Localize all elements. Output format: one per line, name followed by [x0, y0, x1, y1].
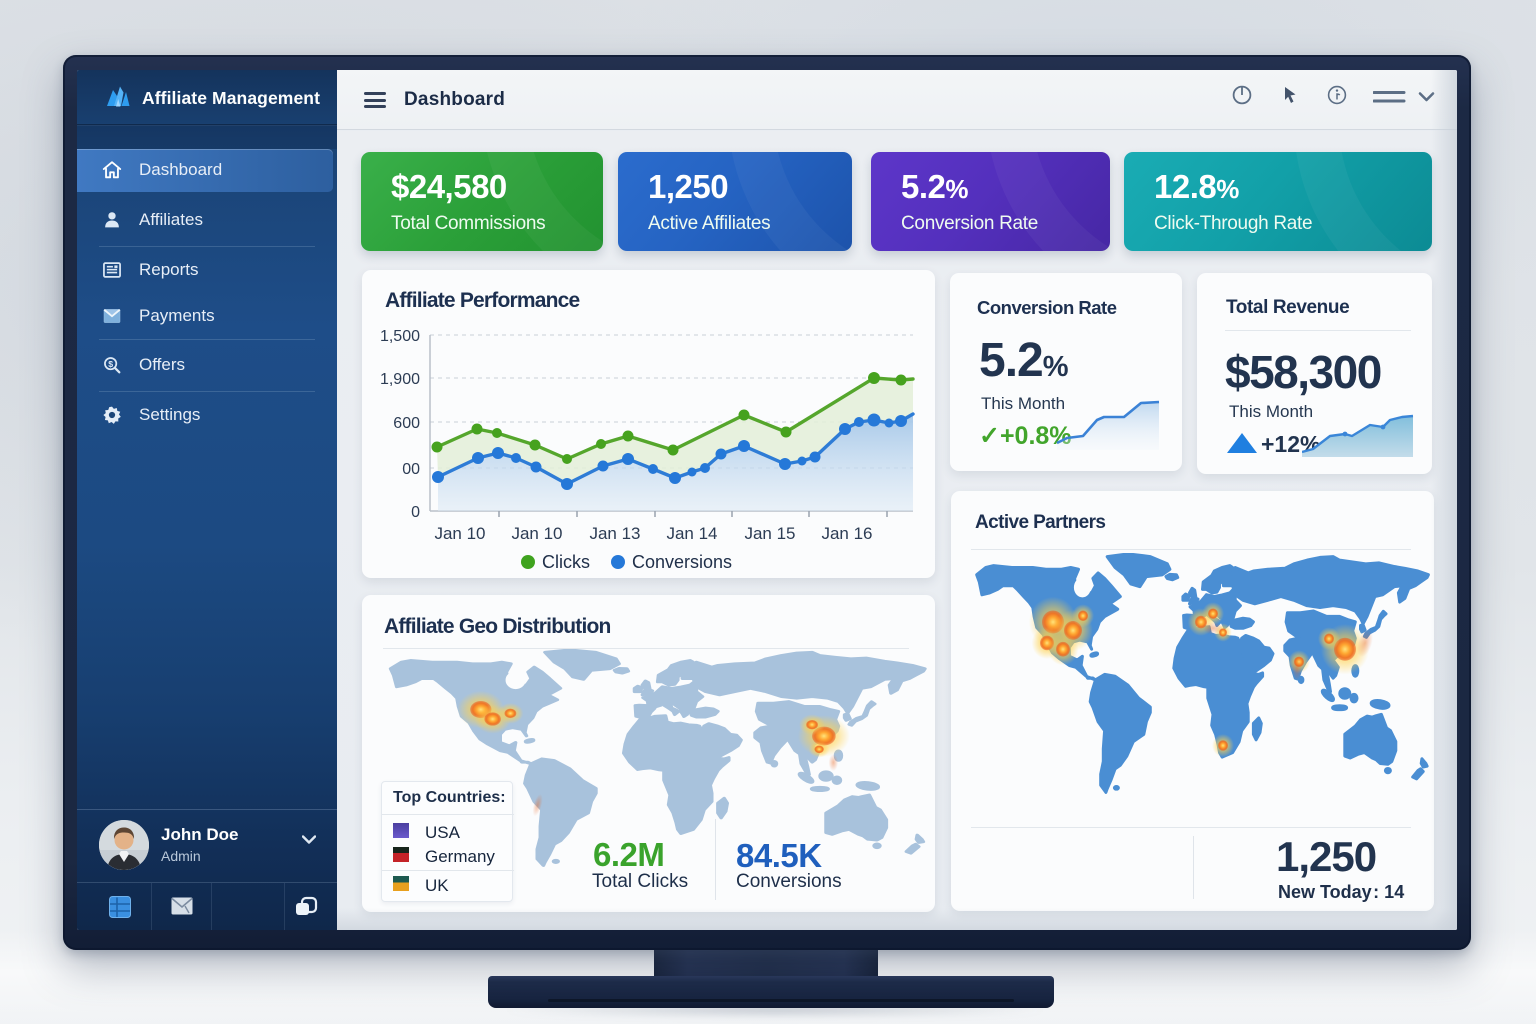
svg-text:Jan 13: Jan 13 [589, 524, 640, 543]
svg-text:1,900: 1,900 [380, 371, 420, 388]
svg-text:Conversions: Conversions [632, 552, 732, 572]
svg-text:Jan 14: Jan 14 [666, 524, 717, 543]
svg-text:Jan 15: Jan 15 [744, 524, 795, 543]
svg-text:Jan 16: Jan 16 [821, 524, 872, 543]
svg-text:1,500: 1,500 [380, 328, 420, 345]
svg-text:00: 00 [402, 461, 420, 478]
svg-text:0: 0 [411, 504, 420, 521]
svg-text:$: $ [108, 359, 113, 369]
svg-text:Jan 10: Jan 10 [434, 524, 485, 543]
svg-text:600: 600 [393, 415, 420, 432]
svg-text:Jan 10: Jan 10 [511, 524, 562, 543]
svg-text:Clicks: Clicks [542, 552, 590, 572]
